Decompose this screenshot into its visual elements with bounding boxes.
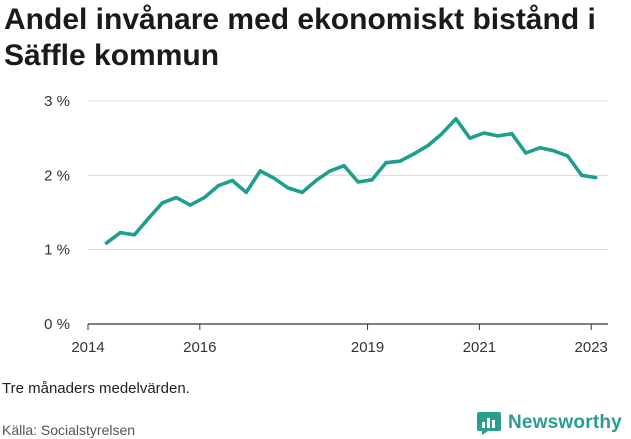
y-tick-label: 2 % bbox=[44, 167, 70, 184]
data-point bbox=[258, 169, 262, 173]
data-point bbox=[216, 184, 220, 188]
data-point bbox=[328, 169, 332, 173]
data-point bbox=[398, 159, 402, 163]
bar-chart-logo-icon bbox=[477, 412, 501, 435]
data-point bbox=[314, 178, 318, 183]
y-axis-ticks: 0 % 1 % 2 % 3 % bbox=[44, 93, 70, 333]
x-axis-ticks: 2014 2016 2019 2021 2023 bbox=[71, 324, 608, 356]
data-point bbox=[426, 144, 430, 148]
y-tick-label: 0 % bbox=[44, 316, 70, 333]
data-point bbox=[454, 117, 458, 121]
data-point bbox=[440, 132, 444, 136]
data-point bbox=[524, 151, 528, 155]
data-point bbox=[300, 190, 304, 195]
data-point bbox=[412, 152, 416, 156]
data-point bbox=[594, 175, 598, 180]
data-point bbox=[146, 216, 150, 221]
data-point bbox=[202, 196, 206, 200]
data-point bbox=[118, 230, 123, 235]
data-point bbox=[230, 178, 234, 183]
line-chart: 0 % 1 % 2 % 3 % 2014 2016 2019 2021 2023 bbox=[44, 93, 608, 356]
data-point bbox=[384, 161, 388, 165]
chart-note: Tre månaders medelvärden. bbox=[2, 380, 190, 397]
data-point bbox=[510, 132, 514, 136]
data-point bbox=[580, 173, 584, 177]
data-point bbox=[244, 190, 248, 195]
x-tick-label: 2016 bbox=[183, 339, 216, 356]
x-tick-label: 2019 bbox=[351, 339, 384, 356]
newsworthy-logo[interactable]: Newsworthy bbox=[476, 409, 622, 437]
grid-lines bbox=[88, 100, 608, 325]
data-point bbox=[468, 136, 472, 140]
data-point bbox=[566, 154, 570, 158]
data-point bbox=[160, 201, 164, 205]
data-point bbox=[188, 203, 192, 207]
data-point bbox=[286, 186, 290, 190]
data-point bbox=[482, 131, 486, 135]
data-point bbox=[538, 146, 542, 150]
series-layer bbox=[104, 117, 598, 245]
data-point bbox=[356, 180, 360, 184]
y-tick-label: 1 % bbox=[44, 242, 70, 259]
x-tick-label: 2014 bbox=[71, 339, 104, 356]
source-credit: Källa: Socialstyrelsen bbox=[2, 422, 136, 438]
data-point bbox=[272, 176, 276, 180]
data-point bbox=[370, 178, 374, 182]
x-tick-label: 2021 bbox=[463, 339, 496, 356]
data-point bbox=[132, 233, 137, 237]
data-point bbox=[104, 241, 109, 245]
brand-name: Newsworthy bbox=[508, 412, 622, 433]
y-tick-label: 3 % bbox=[44, 93, 70, 110]
data-point bbox=[552, 149, 556, 153]
series-line bbox=[104, 117, 598, 245]
data-point bbox=[174, 196, 178, 200]
chart-title: Andel invånare med ekonomiskt bistånd i … bbox=[4, 3, 596, 72]
data-point bbox=[496, 134, 500, 138]
x-tick-label: 2023 bbox=[575, 339, 608, 356]
data-point bbox=[342, 164, 346, 168]
